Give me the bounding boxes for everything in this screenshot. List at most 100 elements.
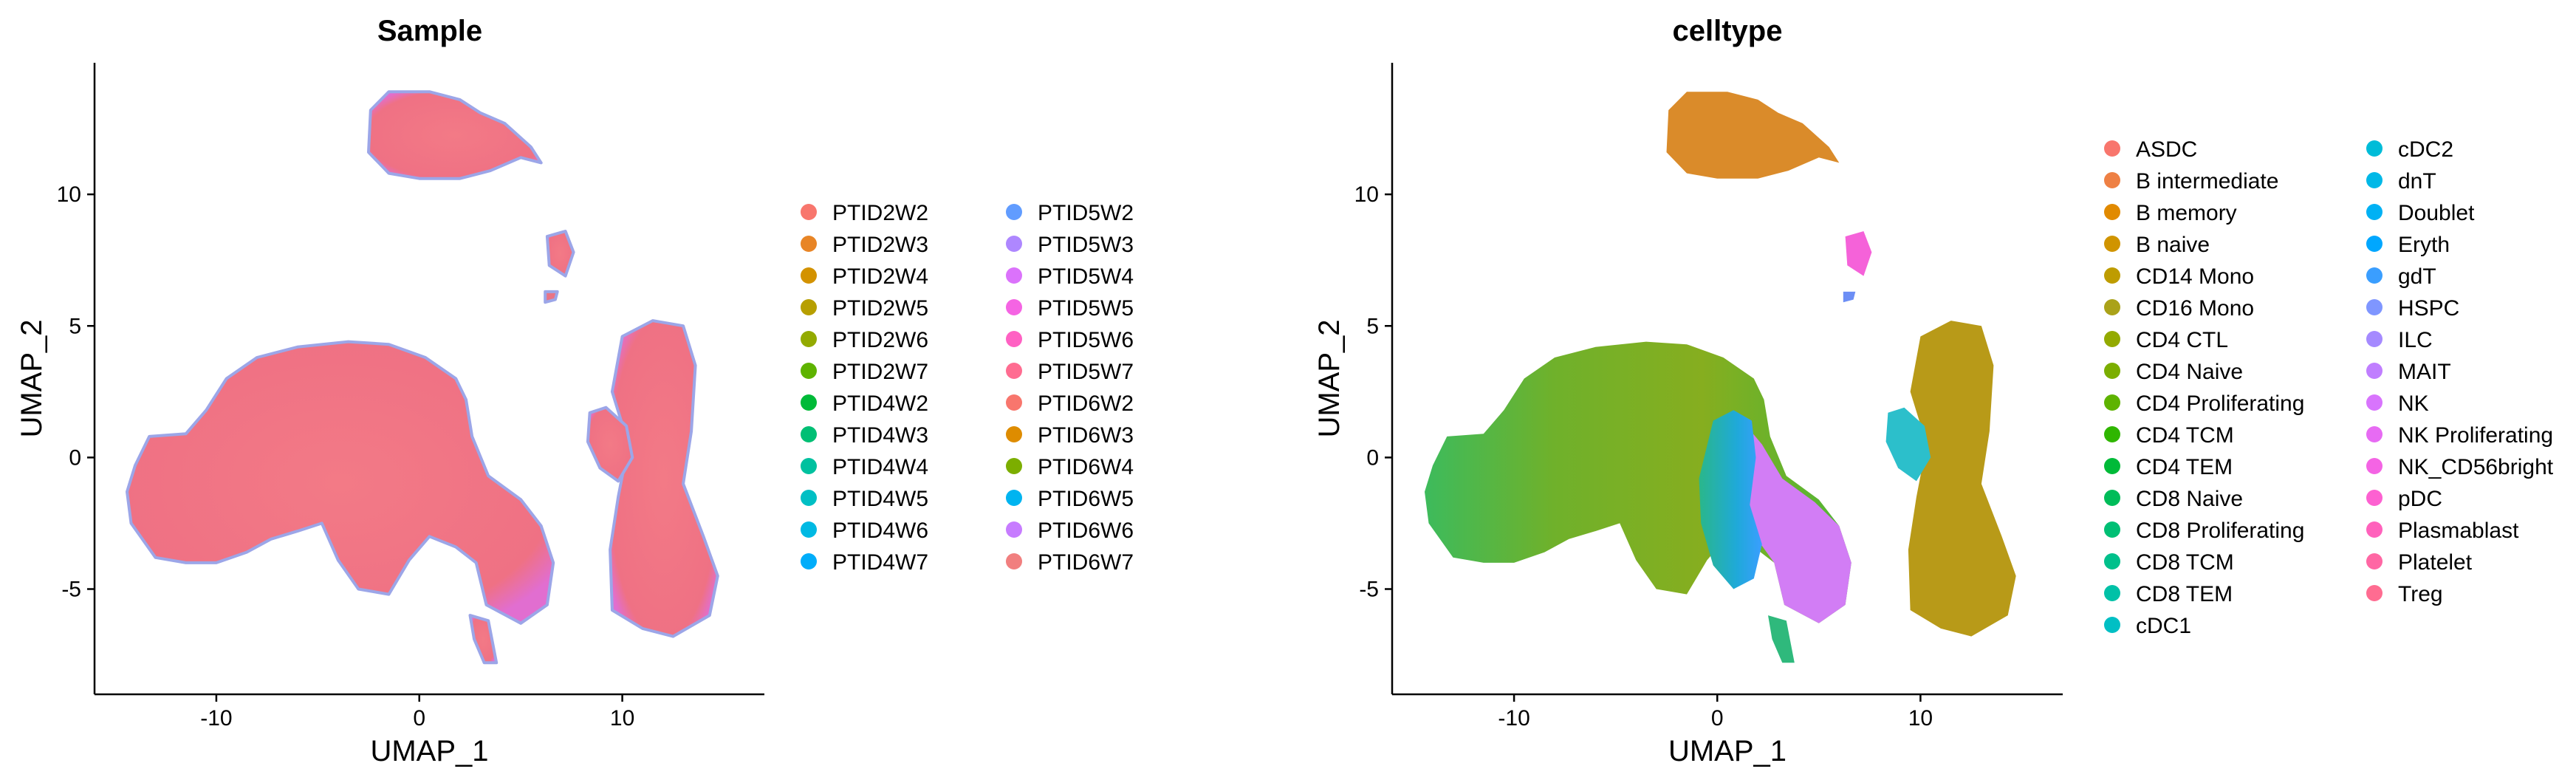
cluster-cd8 bbox=[1699, 410, 1762, 589]
cluster-monocytes bbox=[1908, 321, 2016, 637]
legend-item: CD8 Proliferating bbox=[2104, 519, 2304, 543]
legend-swatch bbox=[1006, 204, 1022, 220]
legend-item: B naive bbox=[2104, 233, 2210, 257]
legend-item: PTID4W5 bbox=[801, 487, 928, 511]
legend-label: CD8 TCM bbox=[2136, 550, 2234, 575]
x-tick-label: -10 bbox=[200, 706, 232, 731]
legend-swatch bbox=[2366, 553, 2383, 569]
legend-label: PTID5W6 bbox=[1038, 328, 1134, 352]
legend-label: PTID2W2 bbox=[832, 201, 928, 225]
legend-item: CD4 TCM bbox=[2104, 423, 2234, 448]
legend-item: PTID6W6 bbox=[1006, 519, 1134, 543]
legend-swatch bbox=[1006, 458, 1022, 474]
legend-swatch bbox=[2366, 394, 2383, 411]
legend-item: PTID4W6 bbox=[801, 519, 928, 543]
legend-item: PTID2W5 bbox=[801, 296, 928, 321]
legend-label: cDC2 bbox=[2398, 137, 2453, 162]
legend-label: CD4 Naive bbox=[2136, 360, 2243, 384]
legend-label: PTID4W3 bbox=[832, 423, 928, 448]
legend-label: B intermediate bbox=[2136, 169, 2278, 194]
legend-item: Eryth bbox=[2366, 233, 2450, 257]
legend: ASDC B intermediate B memory B naive CD14 Mo… bbox=[2104, 137, 2554, 638]
legend-label: ILC bbox=[2398, 328, 2433, 352]
x-tick-label: 0 bbox=[413, 706, 425, 731]
legend-swatch bbox=[1006, 267, 1022, 284]
legend-item: CD4 TEM bbox=[2104, 455, 2233, 479]
legend-item: cDC1 bbox=[2104, 614, 2191, 638]
legend-item: PTID5W3 bbox=[1006, 233, 1134, 257]
legend-item: PTID6W5 bbox=[1006, 487, 1134, 511]
legend-label: HSPC bbox=[2398, 296, 2459, 321]
legend-swatch bbox=[1006, 331, 1022, 347]
legend-item: MAIT bbox=[2366, 360, 2451, 384]
legend-swatch bbox=[2104, 299, 2120, 315]
legend-swatch bbox=[801, 426, 817, 442]
legend-item: CD14 Mono bbox=[2104, 264, 2254, 289]
legend-item: cDC2 bbox=[2366, 137, 2453, 162]
legend-item: Treg bbox=[2366, 582, 2443, 606]
cluster-mono-left bbox=[586, 406, 634, 483]
legend-swatch bbox=[801, 553, 817, 569]
cluster-tail bbox=[1768, 615, 1795, 663]
legend-label: PTID2W4 bbox=[832, 264, 928, 289]
x-axis-label: UMAP_1 bbox=[1668, 735, 1787, 767]
legend-label: PTID4W6 bbox=[832, 519, 928, 543]
cluster-platelet bbox=[545, 230, 575, 278]
legend-item: NK Proliferating bbox=[2366, 423, 2553, 448]
legend-item: PTID6W3 bbox=[1006, 423, 1134, 448]
legend-swatch bbox=[2104, 172, 2120, 188]
legend-swatch bbox=[1006, 363, 1022, 379]
legend-item: PTID2W2 bbox=[801, 201, 928, 225]
cluster-small bbox=[1843, 291, 1856, 303]
scatter-points bbox=[1425, 92, 2016, 663]
legend-label: PTID6W3 bbox=[1038, 423, 1134, 448]
legend-swatch bbox=[1006, 394, 1022, 411]
y-tick-label: 5 bbox=[69, 314, 81, 338]
legend-swatch bbox=[2104, 521, 2120, 538]
legend-swatch bbox=[801, 363, 817, 379]
legend-label: PTID6W6 bbox=[1038, 519, 1134, 543]
legend-label: CD4 TCM bbox=[2136, 423, 2234, 448]
cluster-b-cells bbox=[1666, 92, 1840, 179]
legend-swatch bbox=[2366, 172, 2383, 188]
legend-swatch bbox=[2104, 204, 2120, 220]
legend-swatch bbox=[1006, 299, 1022, 315]
chart-title: Sample bbox=[377, 15, 482, 47]
legend-label: PTID4W5 bbox=[832, 487, 928, 511]
legend-swatch bbox=[2104, 458, 2120, 474]
legend-label: PTID5W3 bbox=[1038, 233, 1134, 257]
y-tick-label: 0 bbox=[69, 445, 81, 470]
legend-item: CD8 TEM bbox=[2104, 582, 2233, 606]
legend-swatch bbox=[1006, 553, 1022, 569]
x-tick-label: 10 bbox=[1908, 706, 1933, 731]
legend-item: ASDC bbox=[2104, 137, 2197, 162]
legend-item: B intermediate bbox=[2104, 169, 2278, 194]
legend-swatch bbox=[2104, 426, 2120, 442]
legend-label: NK bbox=[2398, 391, 2429, 416]
legend-label: Doublet bbox=[2398, 201, 2475, 225]
legend-label: CD8 TEM bbox=[2136, 582, 2233, 606]
legend-swatch bbox=[2104, 394, 2120, 411]
legend-swatch bbox=[2366, 236, 2383, 252]
y-tick-label: 10 bbox=[1354, 182, 1379, 207]
legend-label: pDC bbox=[2398, 487, 2442, 511]
legend-item: pDC bbox=[2366, 487, 2442, 511]
legend-item: PTID2W3 bbox=[801, 233, 928, 257]
cluster-platelet bbox=[1845, 231, 1872, 276]
legend-label: Treg bbox=[2398, 582, 2443, 606]
legend-label: PTID6W7 bbox=[1038, 550, 1134, 575]
legend-label: PTID5W5 bbox=[1038, 296, 1134, 321]
legend-item: HSPC bbox=[2366, 296, 2459, 321]
legend-label: PTID2W5 bbox=[832, 296, 928, 321]
legend-swatch bbox=[801, 458, 817, 474]
legend-label: PTID2W7 bbox=[832, 360, 928, 384]
legend-swatch bbox=[2104, 585, 2120, 601]
legend-item: ILC bbox=[2366, 328, 2433, 352]
legend-item: dnT bbox=[2366, 169, 2436, 194]
legend-label: B memory bbox=[2136, 201, 2237, 225]
legend-swatch bbox=[2366, 490, 2383, 506]
legend-swatch bbox=[2366, 363, 2383, 379]
legend-item: PTID2W7 bbox=[801, 360, 928, 384]
legend-swatch bbox=[2104, 363, 2120, 379]
